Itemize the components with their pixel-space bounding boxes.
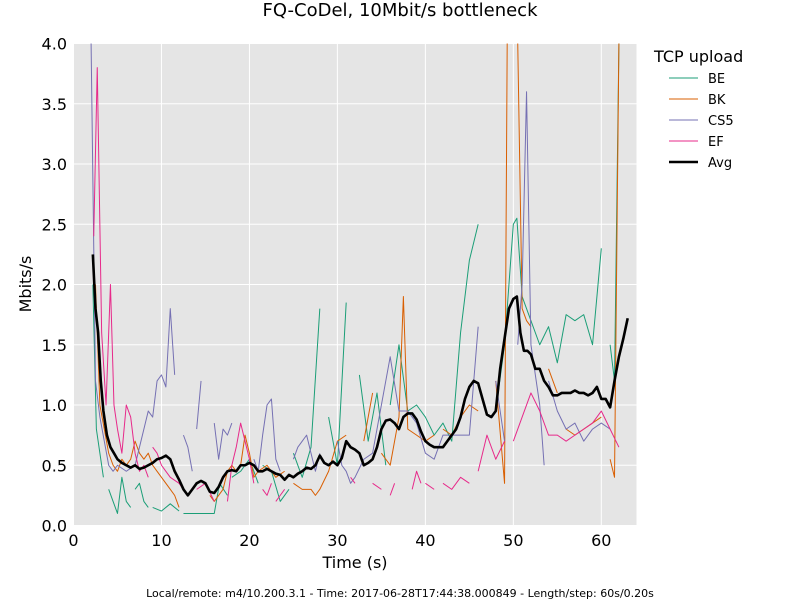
y-axis-title: Mbits/s xyxy=(16,256,35,313)
legend-label-bk: BK xyxy=(708,93,726,108)
y-tick-label: 1.0 xyxy=(42,396,67,415)
y-tick-label: 4.0 xyxy=(42,35,67,54)
y-tick-label: 2.5 xyxy=(42,215,67,234)
tick-labels: 0 10 20 30 40 50 60 0.0 0.5 1.0 1.5 2.0 2.5 3.0 3.5 4.0 xyxy=(42,35,612,551)
y-tick-label: 3.5 xyxy=(42,95,67,114)
legend-label-cs5: CS5 xyxy=(708,114,734,129)
series-layer xyxy=(90,43,629,514)
y-tick-label: 0.0 xyxy=(42,517,67,536)
legend-title: TCP upload xyxy=(653,47,743,66)
legend-label-ef: EF xyxy=(708,135,724,150)
x-tick-label: 60 xyxy=(591,531,611,550)
legend-label-be: BE xyxy=(708,72,725,87)
x-tick-label: 0 xyxy=(68,531,78,550)
y-tick-label: 3.0 xyxy=(42,155,67,174)
series-line-avg xyxy=(91,254,629,497)
y-tick-label: 2.0 xyxy=(42,276,67,295)
chart-title: FQ-CoDel, 10Mbit/s bottleneck xyxy=(263,0,539,21)
grid xyxy=(73,43,637,526)
x-tick-label: 20 xyxy=(239,531,259,550)
footer-metadata: Local/remote: m4/10.200.3.1 - Time: 2017… xyxy=(146,587,654,600)
x-tick-label: 30 xyxy=(327,531,347,550)
x-tick-label: 50 xyxy=(503,531,523,550)
y-tick-label: 0.5 xyxy=(42,456,67,475)
legend: TCP upload BE BK CS5 EF Avg xyxy=(653,47,743,171)
series-line-ef xyxy=(93,67,620,502)
legend-label-avg: Avg xyxy=(708,156,732,171)
x-tick-label: 10 xyxy=(151,531,171,550)
x-tick-label: 40 xyxy=(415,531,435,550)
x-axis-title: Time (s) xyxy=(321,553,387,572)
y-tick-label: 1.5 xyxy=(42,336,67,355)
